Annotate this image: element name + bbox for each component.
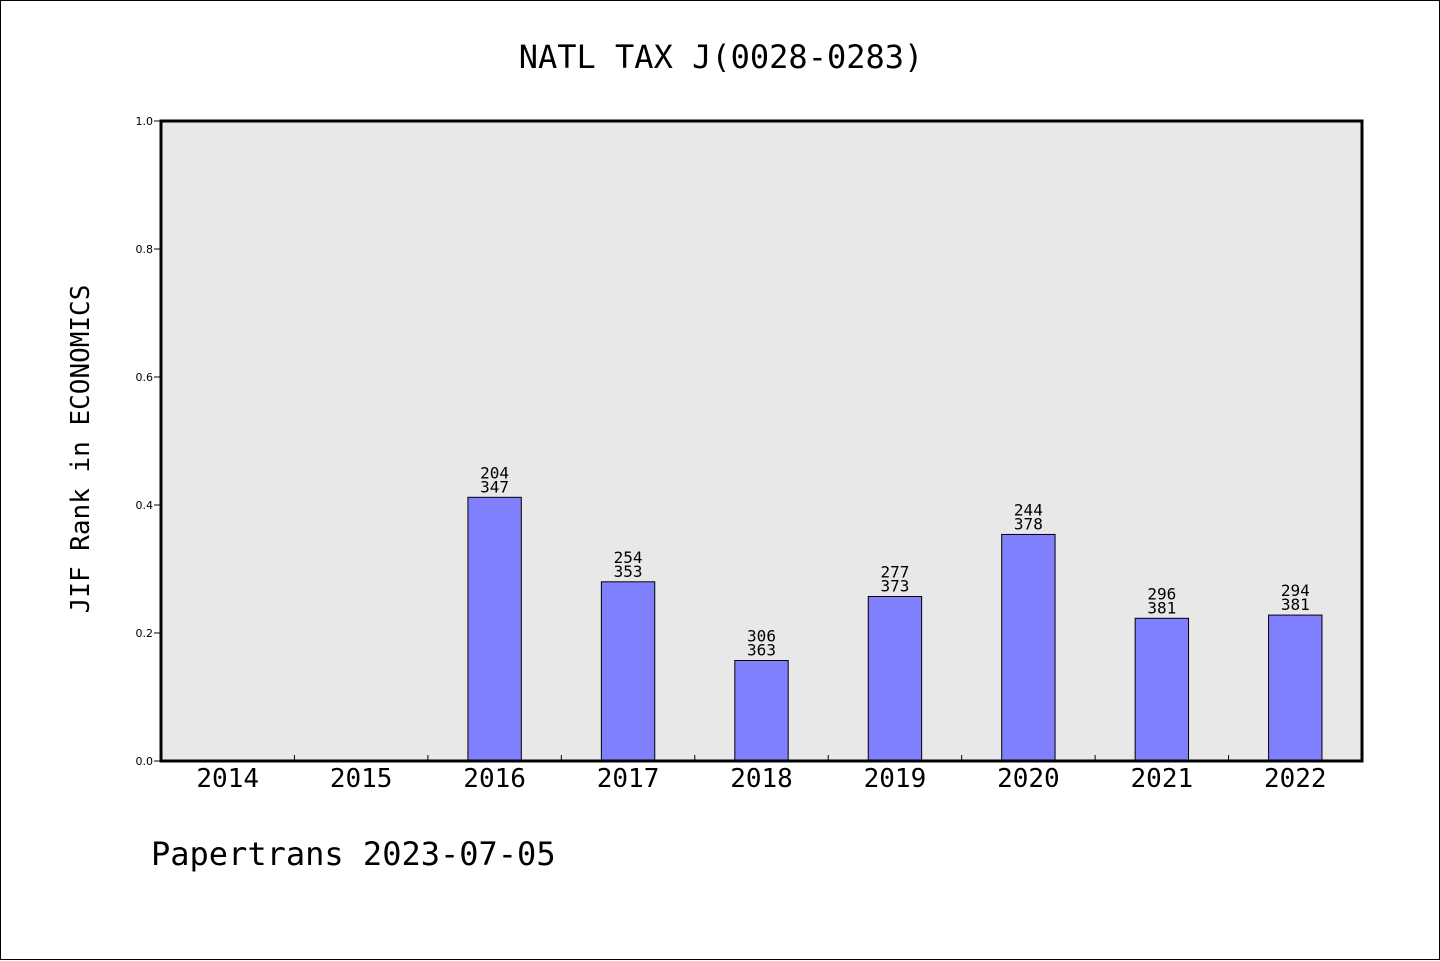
x-tick-label: 2022	[1264, 764, 1327, 794]
bar-rank-label: 296	[1147, 584, 1176, 603]
footer-text: Papertrans 2023-07-05	[151, 835, 556, 873]
bar-total-label: 373	[880, 577, 909, 596]
y-tick-label: 0.0	[136, 755, 154, 768]
bar-total-label: 353	[614, 562, 643, 581]
bar-total-label: 347	[480, 477, 509, 496]
bar-rank-label: 204	[480, 463, 509, 482]
bar	[1134, 617, 1190, 762]
y-axis-label: JIF Rank in ECONOMICS	[66, 285, 96, 614]
x-tick-label: 2021	[1131, 764, 1194, 794]
bar	[467, 496, 522, 762]
bar	[734, 660, 789, 762]
bar	[867, 596, 923, 762]
x-tick-label: 2017	[597, 764, 660, 794]
x-tick-label: 2014	[196, 764, 259, 794]
x-tick-label: 2016	[463, 764, 526, 794]
bar	[600, 581, 656, 762]
bar-rank-label: 306	[747, 627, 776, 646]
y-tick-label: 0.4	[136, 499, 154, 512]
bar	[1268, 614, 1323, 762]
bar-rank-label: 254	[614, 548, 643, 567]
chart-title: NATL TAX J(0028-0283)	[519, 38, 924, 76]
bar-rank-label: 244	[1014, 500, 1043, 519]
bar-total-label: 381	[1281, 595, 1310, 614]
y-tick-label: 1.0	[136, 115, 154, 128]
y-tick-label: 0.2	[136, 627, 154, 640]
bar-total-label: 363	[747, 641, 776, 660]
bar-total-label: 378	[1014, 514, 1043, 533]
bar-rank-label: 277	[880, 563, 909, 582]
y-tick-label: 0.8	[136, 243, 154, 256]
bar	[1001, 533, 1056, 762]
bar-total-label: 381	[1147, 598, 1176, 617]
x-tick-label: 2019	[864, 764, 927, 794]
x-tick-label: 2020	[997, 764, 1060, 794]
bar-rank-label: 294	[1281, 581, 1310, 600]
x-tick-label: 2015	[330, 764, 393, 794]
plot-border	[159, 119, 1364, 763]
x-tick-label: 2018	[730, 764, 793, 794]
y-tick-label: 0.6	[136, 371, 154, 384]
